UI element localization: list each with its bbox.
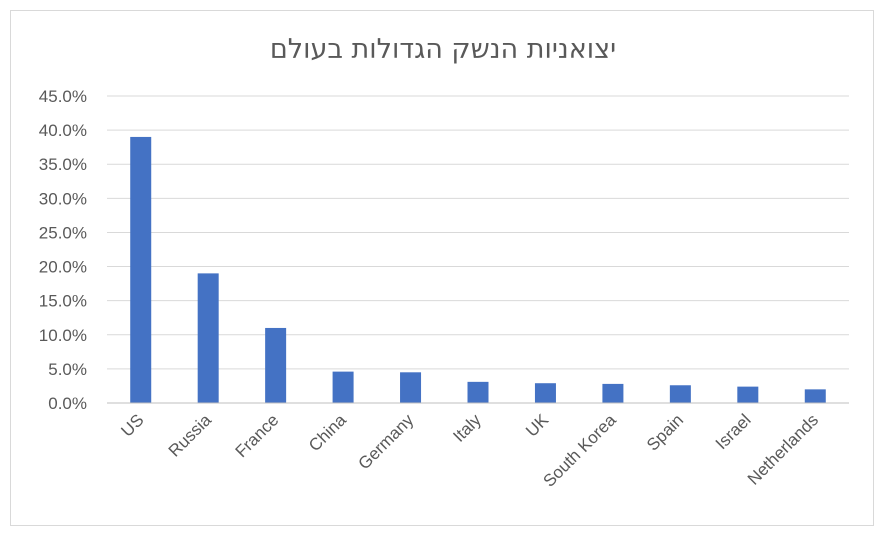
y-axis-ticks: 0.0% 5.0% 10.0% 15.0% 20.0% 25.0% 30.0% 35.0% 40… bbox=[39, 87, 87, 413]
gridlines bbox=[107, 95, 849, 370]
x-tick-label: US bbox=[117, 410, 147, 440]
x-tick-label: Germany bbox=[354, 410, 417, 473]
y-tick-label: 40.0% bbox=[39, 121, 87, 140]
y-tick-label: 30.0% bbox=[39, 189, 87, 208]
x-tick-label: China bbox=[305, 410, 350, 455]
y-tick-label: 20.0% bbox=[39, 258, 87, 277]
y-tick-label: 45.0% bbox=[39, 87, 87, 106]
bars bbox=[130, 136, 826, 403]
y-tick-label: 10.0% bbox=[39, 326, 87, 345]
x-tick-label: Netherlands bbox=[744, 410, 822, 488]
bar-us bbox=[130, 136, 152, 403]
x-tick-label: Israel bbox=[712, 410, 755, 453]
y-tick-label: 5.0% bbox=[48, 360, 87, 379]
x-tick-label: Russia bbox=[165, 410, 216, 461]
x-tick-label: South Korea bbox=[539, 410, 620, 491]
y-tick-label: 15.0% bbox=[39, 292, 87, 311]
bar-france bbox=[265, 327, 287, 403]
y-tick-label: 0.0% bbox=[48, 394, 87, 413]
bar-spain bbox=[669, 385, 691, 403]
x-tick-label: UK bbox=[522, 410, 553, 441]
x-tick-label: Spain bbox=[643, 410, 687, 454]
bar-china bbox=[332, 371, 354, 403]
bar-russia bbox=[197, 273, 219, 403]
bar-south-korea bbox=[602, 383, 624, 403]
bar-israel bbox=[737, 386, 759, 403]
y-tick-label: 35.0% bbox=[39, 155, 87, 174]
x-tick-label: France bbox=[232, 410, 283, 461]
bar-germany bbox=[400, 372, 422, 403]
bar-italy bbox=[467, 381, 489, 403]
chart-title: יצואניות הנשק הגדולות בעולם bbox=[270, 34, 616, 65]
bar-netherlands bbox=[804, 389, 826, 403]
y-tick-label: 25.0% bbox=[39, 223, 87, 242]
bar-uk bbox=[534, 383, 556, 403]
x-tick-label: Italy bbox=[449, 410, 485, 446]
